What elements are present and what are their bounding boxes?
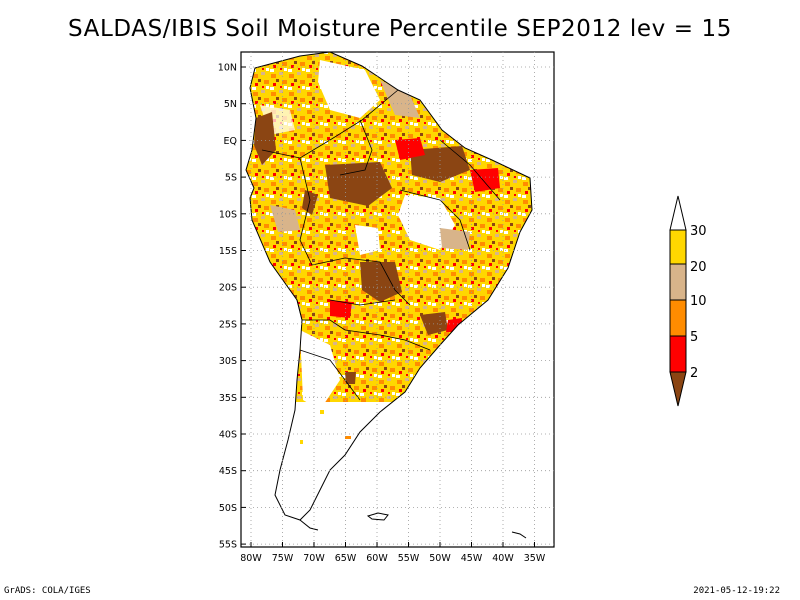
lat-label: 10S <box>219 209 237 220</box>
lat-label: 45S <box>219 466 237 477</box>
lon-label: 80W <box>240 553 262 564</box>
lon-label: 70W <box>303 553 325 564</box>
lat-label: 15S <box>219 246 237 257</box>
legend-label-20: 20 <box>690 260 707 275</box>
latitude-axis: 10N 5N EQ 5S 10S 15S 20S 25S 30S 35S 40S 45S 50S 55S <box>218 63 246 551</box>
legend-label-2: 2 <box>690 366 698 381</box>
lat-label: 55S <box>219 540 237 551</box>
lat-label: 10N <box>218 63 237 74</box>
lon-label: 65W <box>335 553 357 564</box>
map-title: SALDAS/IBIS Soil Moisture Percentile SEP… <box>67 16 733 42</box>
lon-label: 40W <box>492 553 514 564</box>
lon-label: 75W <box>272 553 294 564</box>
legend-20-30 <box>669 229 687 265</box>
lon-label: 50W <box>429 553 451 564</box>
legend-5-10 <box>669 299 687 337</box>
legend-label-5: 5 <box>690 330 698 345</box>
footer-timestamp: 2021-05-12-19:22 <box>693 586 780 596</box>
country-borders <box>261 89 501 401</box>
legend-2-5 <box>669 335 687 373</box>
legend-label-10: 10 <box>690 294 707 309</box>
lat-label: 25S <box>219 319 237 330</box>
lat-label: 5S <box>225 173 237 184</box>
lat-label: 40S <box>219 430 237 441</box>
lat-label: 20S <box>219 283 237 294</box>
coastline <box>245 51 533 521</box>
legend-above-30 <box>669 195 687 231</box>
footer-credit: GrADS: COLA/IGES <box>4 586 91 596</box>
lat-label: 35S <box>219 393 237 404</box>
legend-below-2 <box>669 371 687 407</box>
color-bar-legend: 30 20 10 5 2 <box>669 195 707 407</box>
lon-label: 60W <box>366 553 388 564</box>
longitude-axis: 80W 75W 70W 65W 60W 55W 50W 45W 40W 35W <box>240 542 546 564</box>
lon-label: 55W <box>398 553 420 564</box>
lat-label: 30S <box>219 356 237 367</box>
lat-label: 5N <box>224 99 237 110</box>
lat-label: 50S <box>219 503 237 514</box>
lat-label: EQ <box>224 136 237 147</box>
lon-label: 45W <box>461 553 483 564</box>
lon-label: 35W <box>524 553 546 564</box>
legend-10-20 <box>669 263 687 301</box>
islands <box>299 512 527 539</box>
graticule <box>241 52 554 547</box>
legend-label-30: 30 <box>690 224 707 239</box>
